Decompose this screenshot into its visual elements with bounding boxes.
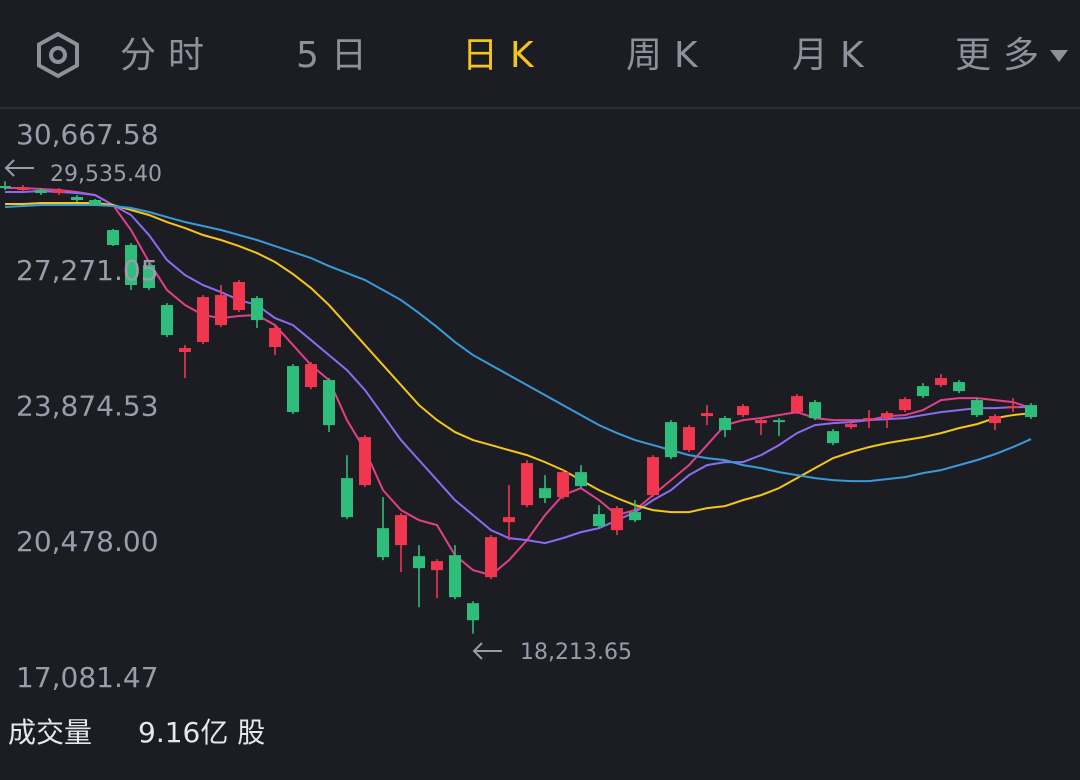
- icon-hexagon: [37, 31, 79, 79]
- candle-body: [251, 298, 263, 321]
- candle-body: [755, 420, 767, 424]
- candle-body: [0, 186, 11, 189]
- candle-body: [215, 295, 227, 326]
- candle-body: [449, 555, 461, 598]
- candle-body: [665, 422, 677, 458]
- candle-body: [395, 515, 407, 546]
- y-tick-label: 20,478.00: [16, 525, 159, 558]
- tab[interactable]: 日K: [462, 35, 546, 76]
- candle-body: [845, 424, 857, 428]
- tab[interactable]: 分时: [120, 35, 216, 76]
- candle-body: [989, 416, 1001, 424]
- settings-icon[interactable]: [37, 31, 79, 79]
- candle-body: [809, 402, 821, 419]
- candle-body: [35, 190, 47, 194]
- moving-average-line: [5, 202, 1032, 514]
- candle-body: [107, 230, 119, 246]
- candle-body: [287, 366, 299, 413]
- candle-body: [701, 413, 713, 417]
- y-tick-label: 17,081.47: [16, 661, 159, 694]
- candle-body: [305, 364, 317, 388]
- y-tick-label: 30,667.58: [16, 118, 159, 151]
- annotation-label: 18,213.65: [520, 640, 632, 665]
- y-tick-label: 23,874.53: [16, 389, 159, 422]
- candle-body: [593, 514, 605, 527]
- candle-body: [719, 418, 731, 431]
- candle-body: [485, 537, 497, 578]
- annotation-arrow: [4, 159, 15, 177]
- axis-labels: 30,667.58 27,271.05 23,874.53 20,478.00 17,0…: [16, 118, 159, 694]
- candle-body: [143, 265, 155, 289]
- candle-body: [161, 305, 173, 336]
- candle-body: [1025, 405, 1037, 418]
- annotation-low: 18,213.65: [472, 640, 632, 665]
- candle-body: [647, 457, 659, 496]
- candle-body: [521, 463, 533, 506]
- volume-label: 成交量: [8, 716, 92, 749]
- annotation-high: 29,535.40: [4, 159, 162, 187]
- tab[interactable]: 更多: [955, 35, 1051, 76]
- candle-body: [197, 297, 209, 343]
- candle-body: [827, 431, 839, 444]
- annotation-arrow: [472, 642, 483, 660]
- candle-body: [575, 472, 587, 487]
- candle-body: [377, 528, 389, 558]
- candle-body: [359, 437, 371, 486]
- moving-average-line: [5, 187, 1032, 577]
- candle-body: [179, 348, 191, 353]
- candle-body: [683, 427, 695, 451]
- tab[interactable]: 月K: [792, 35, 876, 76]
- volume-value: 9.16亿 股: [138, 716, 265, 749]
- candle-body: [737, 406, 749, 416]
- candle-body: [269, 328, 281, 348]
- tab-bar: 分时 5日 日K 周K 月K 更多: [120, 35, 1051, 76]
- candle-body: [71, 197, 83, 201]
- y-tick-label: 27,271.05: [16, 254, 159, 287]
- candle-body: [935, 378, 947, 386]
- candle-body: [1007, 406, 1019, 409]
- candle-body: [629, 512, 641, 521]
- candle-body: [953, 382, 965, 392]
- candle-body: [917, 386, 929, 397]
- candle-body: [233, 282, 245, 311]
- candle-body: [611, 508, 623, 531]
- candle-body: [971, 400, 983, 416]
- dropdown-arrow[interactable]: [1050, 50, 1068, 62]
- candle-body: [539, 488, 551, 499]
- candle-body: [791, 396, 803, 413]
- candle-body: [413, 556, 425, 569]
- candle-body: [557, 472, 569, 498]
- annotation-label: 29,535.40: [50, 162, 162, 187]
- candle-body: [125, 245, 137, 286]
- candle-body: [863, 418, 875, 421]
- candle-body: [431, 561, 443, 571]
- candle-body: [341, 478, 353, 518]
- candle-body: [89, 200, 101, 206]
- candle-body: [467, 603, 479, 621]
- candle-body: [17, 188, 29, 191]
- tab[interactable]: 周K: [626, 35, 710, 76]
- tab[interactable]: 5日: [296, 35, 379, 76]
- candle-body: [773, 420, 785, 423]
- moving-average-line: [5, 190, 1031, 545]
- plot-area: [0, 181, 1037, 634]
- moving-average-line: [4, 204, 1032, 483]
- candle-body: [53, 190, 65, 194]
- icon-dot: [49, 46, 67, 64]
- candle-body: [323, 380, 335, 426]
- candle-body: [881, 413, 893, 419]
- candle-body: [503, 517, 515, 523]
- candle-body: [899, 399, 911, 411]
